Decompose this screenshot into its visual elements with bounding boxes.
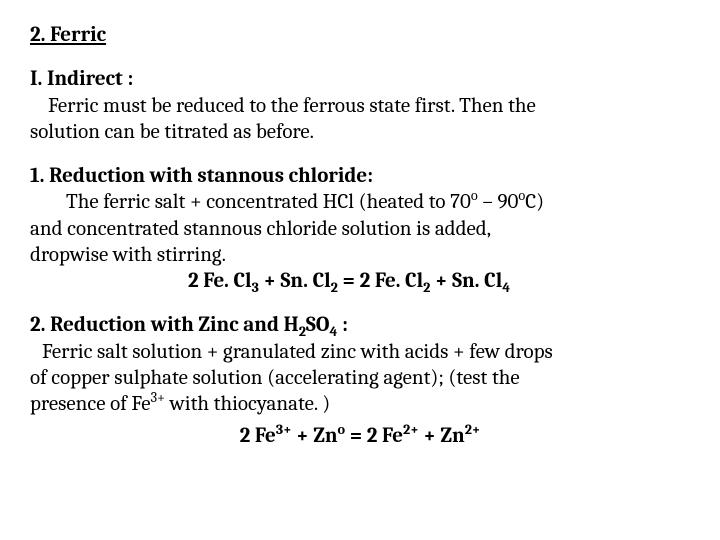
eq-term: + Zn bbox=[419, 424, 465, 448]
text: presence of Fe bbox=[30, 392, 151, 416]
eq-term: 2 Fe. Cl bbox=[188, 269, 252, 293]
text: and concentrated stannous chloride solut… bbox=[30, 217, 491, 241]
item-stannous-title: 1. Reduction with stannous chloride: bbox=[30, 163, 690, 189]
section-indirect: I. Indirect : Ferric must be reduced to … bbox=[30, 66, 690, 145]
text: solution can be titrated as before. bbox=[30, 120, 314, 144]
eq-sup: 2+ bbox=[465, 421, 481, 438]
text: Ferric salt solution + granulated zinc w… bbox=[42, 340, 553, 364]
eq-term: = 2 Fe. Cl bbox=[338, 269, 423, 293]
eq-term: + Sn. Cl bbox=[259, 269, 331, 293]
text: C) bbox=[525, 190, 544, 214]
degree-sup: o bbox=[471, 187, 478, 204]
item-zinc-title: 2. Reduction with Zinc and H2SO4 : bbox=[30, 312, 690, 338]
item-zinc-body: Ferric salt solution + granulated zinc w… bbox=[30, 339, 690, 418]
text: The ferric salt + concentrated HCl (heat… bbox=[66, 190, 471, 214]
text: of copper sulphate solution (acceleratin… bbox=[30, 366, 520, 390]
equation-zinc: 2 Fe3+ + Zno = 2 Fe2+ + Zn2+ bbox=[30, 423, 690, 449]
item-zinc: 2. Reduction with Zinc and H2SO4 : Ferri… bbox=[30, 312, 690, 449]
eq-term: + Zn bbox=[292, 424, 338, 448]
eq-term: 2 Fe bbox=[240, 424, 276, 448]
eq-term: = 2 Fe bbox=[345, 424, 403, 448]
main-heading: 2. Ferric bbox=[30, 22, 690, 48]
charge-sup: 3+ bbox=[151, 389, 165, 406]
text: dropwise bbox=[30, 243, 108, 267]
item-stannous-body: The ferric salt + concentrated HCl (heat… bbox=[30, 189, 690, 268]
text: SO bbox=[306, 313, 330, 337]
text: with thiocyanate. ) bbox=[165, 392, 330, 416]
eq-term: + Sn. Cl bbox=[430, 269, 502, 293]
section-indirect-body: Ferric must be reduced to the ferrous st… bbox=[30, 93, 690, 146]
eq-sup: o bbox=[338, 421, 346, 438]
text: : bbox=[337, 313, 348, 337]
text: – 90 bbox=[478, 190, 519, 214]
section-indirect-title: I. Indirect : bbox=[30, 66, 690, 92]
item-stannous: 1. Reduction with stannous chloride: The… bbox=[30, 163, 690, 294]
text: with stirring. bbox=[108, 243, 226, 267]
text: 2. Reduction with Zinc and H bbox=[30, 313, 299, 337]
equation-stannous: 2 Fe. Cl3 + Sn. Cl2 = 2 Fe. Cl2 + Sn. Cl… bbox=[30, 268, 690, 294]
eq-sub: 4 bbox=[502, 279, 510, 296]
eq-sup: 2+ bbox=[403, 421, 419, 438]
eq-sub: 2 bbox=[331, 279, 338, 296]
document-page: 2. Ferric I. Indirect : Ferric must be r… bbox=[0, 0, 720, 460]
eq-sub: 3 bbox=[252, 279, 259, 296]
eq-sup: 3+ bbox=[276, 421, 292, 438]
chem-sub: 2 bbox=[299, 323, 306, 340]
text: Ferric must be reduced to the ferrous st… bbox=[48, 94, 536, 118]
